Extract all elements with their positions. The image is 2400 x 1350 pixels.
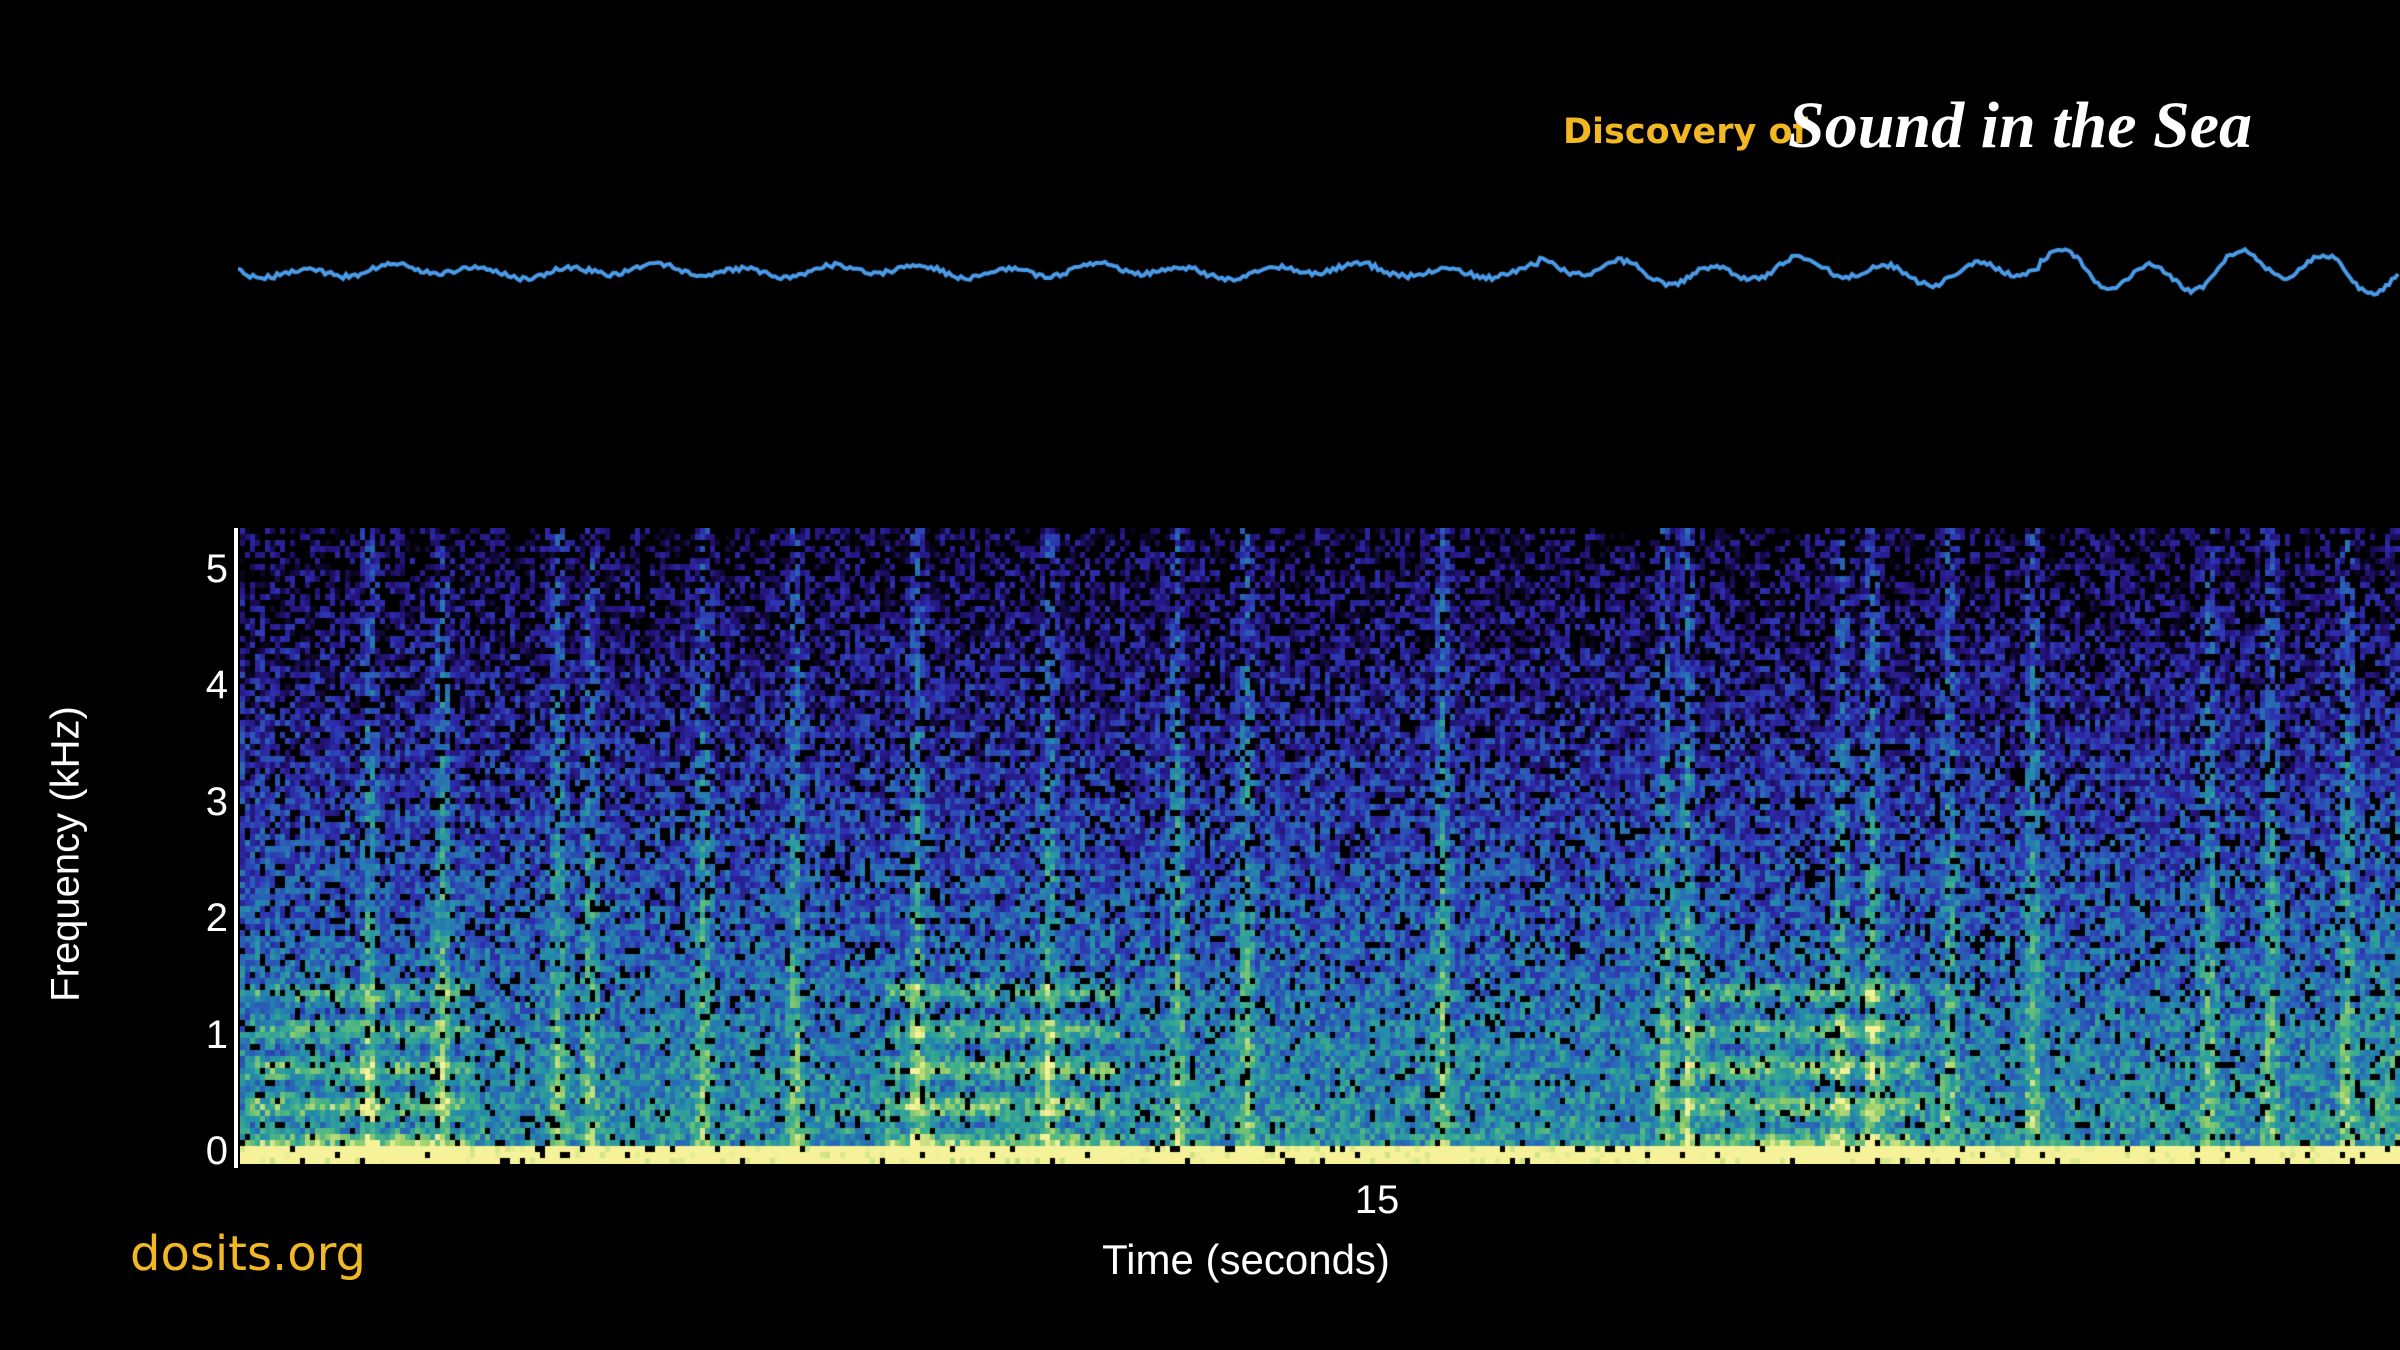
y-tick-1: 1 [205, 1013, 228, 1057]
y-tick-3: 3 [205, 780, 228, 824]
y-tick-0: 0 [205, 1129, 228, 1173]
x-tick-15: 15 [1354, 1178, 1400, 1222]
y-tick-5: 5 [205, 547, 228, 591]
y-axis-line [234, 528, 238, 1168]
site-link[interactable]: dosits.org [130, 1226, 366, 1282]
spectrogram-heatmap [240, 528, 2400, 1164]
waveform-plot [238, 230, 2400, 320]
title-main: Sound in the Sea [1788, 89, 2252, 162]
y-tick-2: 2 [205, 896, 228, 940]
title-prefix: Discovery of [1563, 112, 1808, 152]
y-axis-label: Frequency (kHz) [43, 706, 88, 1002]
x-axis-label: Time (seconds) [1102, 1236, 1390, 1283]
y-tick-4: 4 [205, 663, 228, 707]
